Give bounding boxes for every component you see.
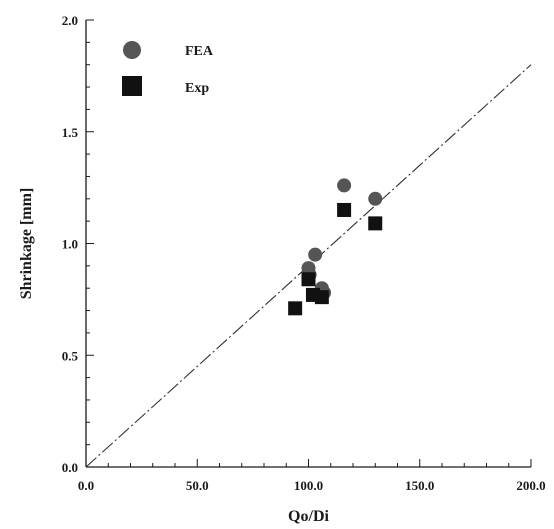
plot-axes	[85, 19, 532, 468]
y-axis-title: Shrinkage [mm]	[18, 188, 35, 300]
y-tick-label: 2.0	[62, 13, 78, 28]
exp-point	[314, 290, 329, 305]
fea-point	[337, 178, 352, 193]
fea-point	[308, 247, 323, 262]
legend: FEA Exp	[122, 41, 214, 96]
legend-exp-marker	[122, 76, 142, 96]
x-tick-label: 100.0	[294, 478, 323, 493]
data-points-layer	[288, 178, 383, 316]
exp-point	[288, 301, 303, 316]
exp-point	[337, 202, 352, 217]
y-tick-label: 1.0	[62, 237, 78, 252]
exp-point	[301, 272, 316, 287]
x-tick-label: 50.0	[186, 478, 209, 493]
x-axis-title: Qo/Di	[288, 508, 329, 525]
legend-fea-marker	[123, 41, 141, 59]
exp-point	[368, 216, 383, 231]
legend-exp-label: Exp	[185, 81, 209, 96]
x-tick-label: 200.0	[516, 478, 545, 493]
x-tick-label: 150.0	[405, 478, 434, 493]
fea-point	[368, 191, 383, 206]
tick-labels-layer: 0.0 50.0 100.0 150.0 200.0 0.0 0.5 1.0 1.5 2.0	[62, 13, 546, 493]
y-tick-label: 0.0	[62, 460, 78, 475]
y-tick-label: 0.5	[62, 348, 79, 363]
x-tick-label: 0.0	[78, 478, 94, 493]
legend-fea-label: FEA	[185, 44, 214, 59]
y-tick-label: 1.5	[62, 125, 79, 140]
